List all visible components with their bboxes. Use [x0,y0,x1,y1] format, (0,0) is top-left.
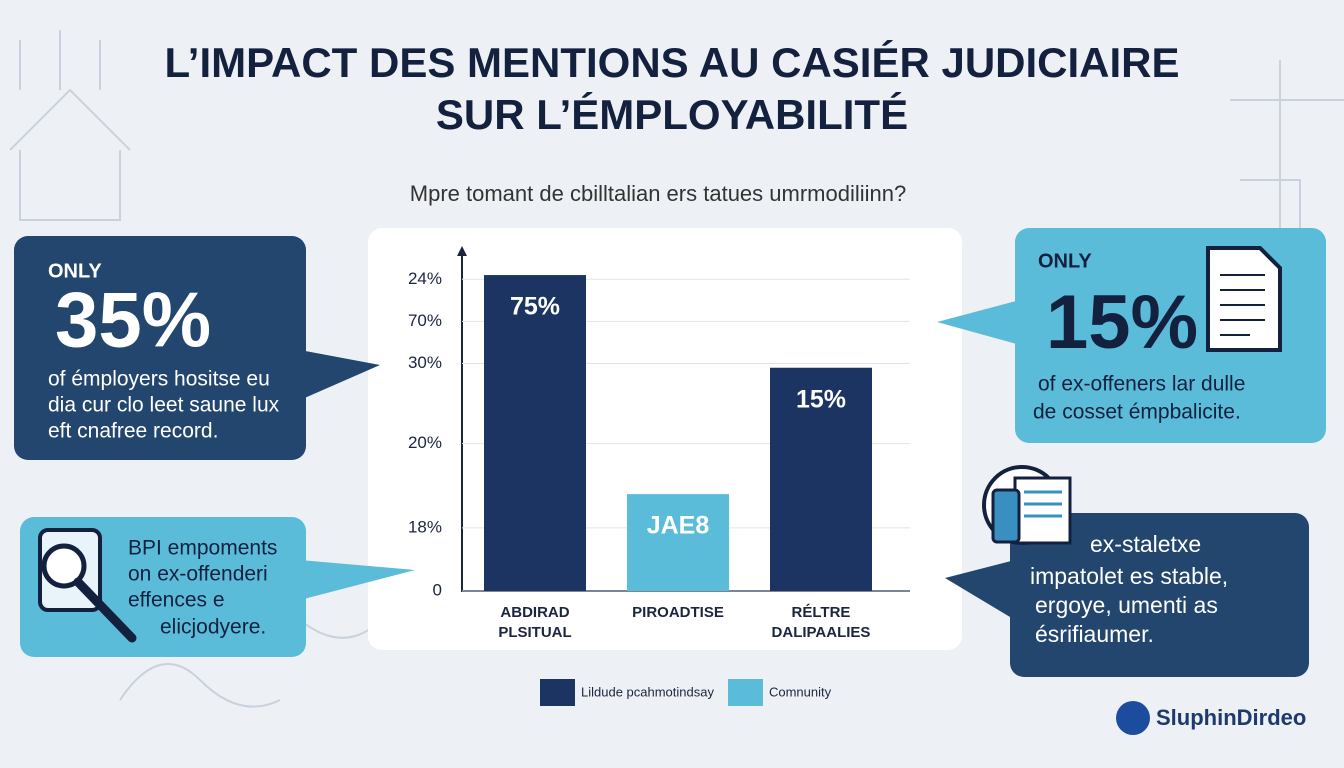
y-tick-label: 24% [408,269,442,288]
pointer [945,560,1015,620]
magnifier-icon [38,528,137,643]
brand-name: SluphinDirdeo [1156,705,1306,730]
callout-text: elicjodyere. [160,616,266,639]
axis-arrow [457,246,467,256]
document-icon [1206,246,1282,352]
callout-text: ergoye, umenti as [1035,592,1218,618]
callout [1010,513,1309,677]
bar [770,367,872,591]
y-tick-label: 18% [408,517,442,536]
pointer [300,560,415,600]
callout-text: ésrifiaumer. [1035,621,1154,647]
legend-swatch [727,679,763,706]
callout-text: BPI empoments [128,537,277,560]
legend-label: Lildude pcahmotindsay [581,684,714,699]
x-tick-label: RÉLTRE DALIPAALIES [771,604,871,641]
callout-text: on ex-offenderi [128,563,268,586]
callout-text: ex-staletxe [1090,531,1201,557]
callout-text: of émployers hositse eu [48,368,270,391]
bar [484,275,586,591]
callout-kicker: ONLY [48,260,102,282]
callout-text: dia cur clo leet saune lux [48,394,280,417]
callout [14,236,306,460]
pointer [937,300,1020,345]
x-tick-label: PIROADTISE [632,604,724,621]
bar-label: 75% [510,293,560,321]
bar [627,494,729,591]
y-tick-label: 0 [433,580,442,599]
callout-kicker: ONLY [1038,250,1092,272]
bar-label: 15% [796,385,846,413]
callout-text: de cosset émpbalicite. [1033,401,1241,424]
title: L’IMPACT DES MENTIONS AU CASIÉR JUDICIAI… [164,39,1179,86]
y-tick-label: 70% [408,311,442,330]
callout-figure: 15% [1046,280,1198,365]
callout-text: impatolet es stable, [1030,563,1228,589]
subtitle: Mpre tomant de cbilltalian ers tatues um… [410,181,906,206]
legend-label: Comnunity [769,684,832,699]
pointer [300,350,380,400]
callout-figure: 35% [55,276,211,364]
callout-text: effences e [128,589,225,612]
y-tick-label: 30% [408,353,442,372]
y-tick-label: 20% [408,433,442,452]
title: SUR L’ÉMPLOYABILITÉ [436,91,908,138]
bar-label: JAE8 [647,512,710,540]
legend-swatch [540,679,575,706]
document-icon [982,465,1072,545]
callout-text: eft cnafree record. [48,420,218,443]
callout-text: of ex-offeners lar dulle [1038,373,1245,396]
brand-logo [1116,701,1150,735]
x-tick-label: ABDIRAD PLSITUAL [498,604,572,641]
